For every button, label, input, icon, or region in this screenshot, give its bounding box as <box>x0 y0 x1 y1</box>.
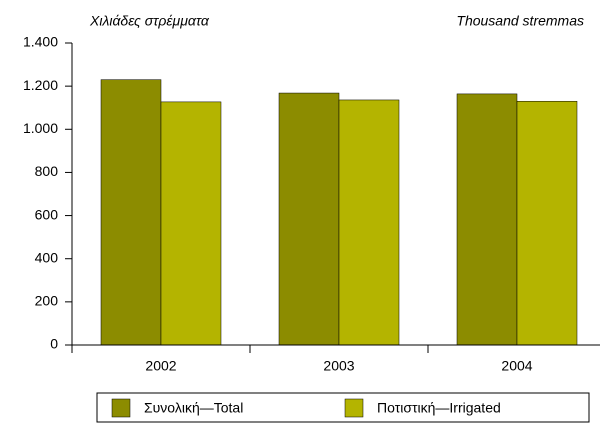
legend-label: Συνολική—Total <box>144 400 243 416</box>
bar <box>338 99 400 346</box>
legend-label: Ποτιστική—Irrigated <box>377 400 501 416</box>
x-tick-label: 2002 <box>145 358 176 374</box>
y-tick-label: 1.400 <box>23 34 58 50</box>
bar <box>278 92 340 346</box>
bar <box>456 93 518 346</box>
legend-box <box>96 392 590 423</box>
x-tick-label: 2004 <box>501 358 532 374</box>
y-tick-label: 1.000 <box>23 120 58 136</box>
legend-swatch <box>111 398 131 418</box>
y-tick-label: 800 <box>35 163 59 179</box>
y-tick-label: 1.200 <box>23 77 58 93</box>
bar <box>100 79 162 346</box>
legend-swatch <box>344 398 364 418</box>
bar <box>160 101 222 346</box>
x-tick-label: 2003 <box>323 358 354 374</box>
y-tick-label: 200 <box>35 293 59 309</box>
subtitle-left: Χιλιάδες στρέμματα <box>89 13 210 29</box>
bar <box>516 100 578 346</box>
subtitle-right: Thousand stremmas <box>456 13 584 29</box>
y-tick-label: 0 <box>50 336 58 352</box>
y-tick-label: 400 <box>35 249 59 265</box>
y-tick-label: 600 <box>35 206 59 222</box>
